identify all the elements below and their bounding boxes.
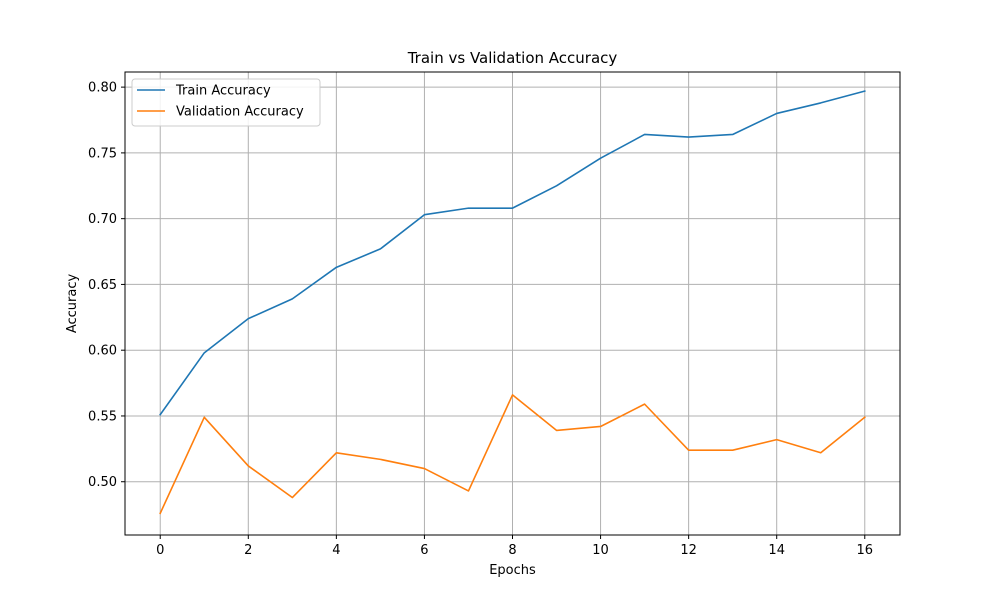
y-tick-label: 0.80: [88, 81, 117, 96]
x-tick-label: 4: [332, 543, 340, 558]
y-tick-label: 0.50: [88, 475, 117, 490]
y-tick-label: 0.70: [88, 212, 117, 227]
x-tick-label: 8: [508, 543, 516, 558]
tick-layer: 0 2 4 6 8 10 12 14 16 0.50 0.55 0.60 0.65 0.70 0.75 0.8…: [88, 81, 873, 558]
x-tick-label: 2: [244, 543, 252, 558]
legend-label-train-accuracy: Train Accuracy: [175, 84, 271, 99]
x-tick-label: 10: [592, 543, 609, 558]
validation-accuracy-line: [159, 394, 866, 515]
y-tick-label: 0.65: [88, 278, 117, 293]
legend-label-validation-accuracy: Validation Accuracy: [176, 105, 304, 120]
y-tick-label: 0.75: [88, 146, 117, 161]
x-tick-label: 0: [156, 543, 164, 558]
x-tick-label: 6: [420, 543, 428, 558]
x-tick-label: 12: [680, 543, 697, 558]
y-tick-label: 0.60: [88, 344, 117, 359]
chart-title: Train vs Validation Accuracy: [407, 49, 618, 67]
y-tick-label: 0.55: [88, 409, 117, 424]
y-axis-label: Accuracy: [65, 274, 80, 334]
x-tick-label: 16: [856, 543, 873, 558]
x-tick-label: 14: [768, 543, 785, 558]
grid-layer: [125, 72, 900, 535]
train-accuracy-line: [159, 90, 866, 416]
series-layer: [159, 90, 866, 515]
legend: Train Accuracy Validation Accuracy: [131, 78, 321, 127]
legend-box: [131, 78, 321, 127]
x-axis-label: Epochs: [489, 563, 536, 578]
